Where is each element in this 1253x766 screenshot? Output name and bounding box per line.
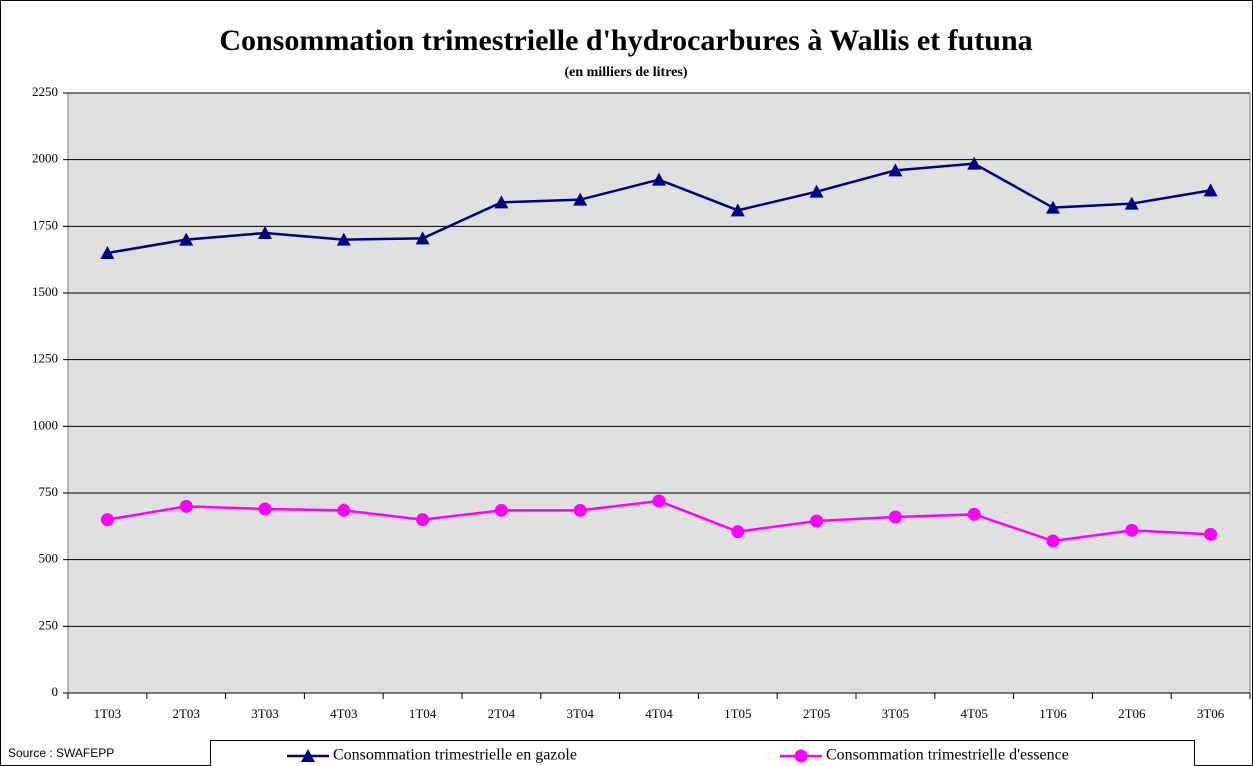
x-tick-label: 2T05: [803, 706, 830, 721]
y-tick-label: 750: [39, 484, 59, 499]
x-tick-label: 1T06: [1039, 706, 1067, 721]
data-point: [1124, 196, 1139, 210]
x-tick-label: 1T05: [724, 706, 751, 721]
x-tick-label: 1T04: [409, 706, 437, 721]
y-tick-label: 500: [39, 551, 59, 566]
data-point: [731, 525, 745, 539]
y-tick-label: 0: [52, 684, 59, 699]
data-point: [179, 499, 193, 513]
data-point: [100, 513, 114, 527]
data-point: [494, 195, 509, 209]
y-tick-label: 1250: [32, 351, 58, 366]
legend-box: [210, 740, 1195, 766]
data-point: [416, 513, 430, 527]
y-tick-label: 1750: [32, 217, 58, 232]
data-point: [730, 203, 745, 217]
data-point: [888, 163, 903, 177]
y-tick-label: 2000: [32, 151, 58, 166]
data-point: [573, 192, 588, 206]
data-point: [1203, 183, 1218, 197]
x-tick-label: 1T03: [94, 706, 121, 721]
data-point: [1204, 527, 1218, 541]
x-tick-label: 2T06: [1118, 706, 1146, 721]
data-point: [810, 514, 824, 528]
chart-title: Consommation trimestrielle d'hydrocarbur…: [219, 24, 1032, 57]
chart-subtitle: (en milliers de litres): [565, 65, 688, 80]
y-tick-label: 1500: [32, 284, 58, 299]
data-point: [415, 231, 430, 245]
data-point: [100, 246, 115, 259]
legend-marker: [794, 749, 808, 763]
x-tick-label: 4T04: [645, 706, 673, 721]
data-point: [337, 503, 351, 517]
legend-marker: [301, 749, 315, 762]
x-tick-label: 3T03: [251, 706, 278, 721]
data-point: [809, 184, 824, 198]
data-point: [652, 494, 666, 508]
data-point: [336, 232, 351, 246]
y-tick-label: 2250: [32, 84, 58, 99]
x-tick-label: 2T04: [488, 706, 516, 721]
data-point: [179, 232, 194, 246]
data-point: [258, 226, 272, 239]
data-point: [258, 502, 272, 516]
data-point: [967, 156, 982, 170]
x-tick-label: 3T06: [1197, 706, 1225, 721]
legend-label: Consommation trimestrielle d'essence: [826, 747, 1069, 764]
y-tick-label: 1000: [32, 417, 58, 432]
y-tick-label: 250: [39, 617, 59, 632]
x-tick-label: 3T04: [566, 706, 594, 721]
x-tick-label: 3T05: [882, 706, 909, 721]
data-point: [573, 503, 587, 517]
data-point: [494, 503, 508, 517]
data-point: [1046, 534, 1060, 548]
x-tick-label: 4T05: [960, 706, 987, 721]
data-point: [1125, 523, 1139, 537]
data-point: [1046, 200, 1060, 214]
x-tick-label: 2T03: [172, 706, 199, 721]
x-tick-label: 4T03: [330, 706, 357, 721]
data-point: [967, 507, 981, 521]
data-point: [652, 172, 666, 186]
legend-label: Consommation trimestrielle en gazole: [333, 747, 577, 764]
source-note: Source : SWAFEPP: [8, 746, 114, 760]
data-point: [888, 510, 902, 524]
